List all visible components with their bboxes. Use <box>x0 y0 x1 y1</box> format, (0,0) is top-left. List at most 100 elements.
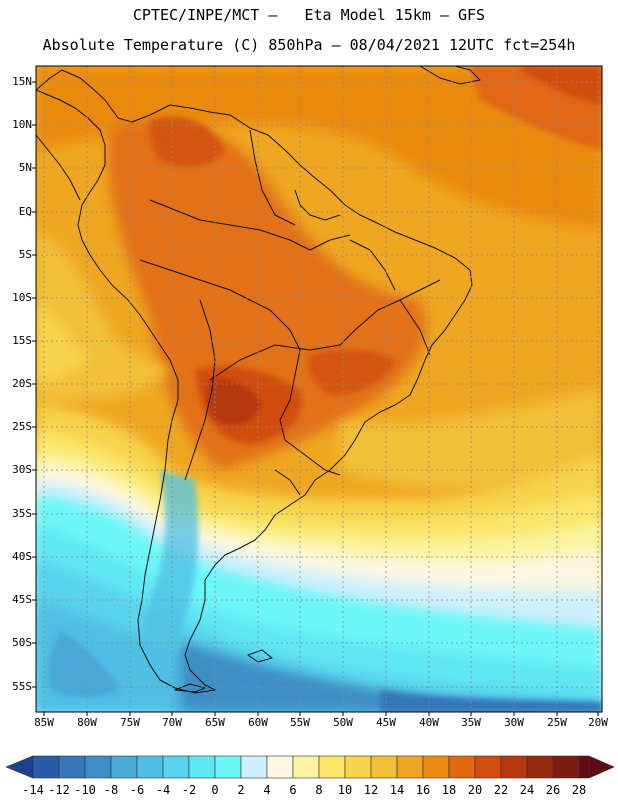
colorbar-high-arrow <box>588 755 615 779</box>
colorbar-segment <box>32 755 60 779</box>
border-c <box>139 259 271 311</box>
border-g <box>294 189 341 221</box>
field-18-north <box>36 66 602 230</box>
colorbar-label: 2 <box>237 783 245 797</box>
border-j <box>284 439 341 476</box>
colorbar-segment <box>214 755 242 779</box>
colorbar-segment <box>240 755 268 779</box>
caribbean-islands <box>419 66 481 85</box>
field-22-venezuela <box>149 116 225 167</box>
field-m2-south <box>36 600 602 712</box>
lat-label: 55S <box>12 680 32 693</box>
uruguay-border <box>274 469 301 496</box>
central-america <box>36 134 81 201</box>
lon-label: 65W <box>205 716 225 729</box>
lon-label: 30W <box>504 716 524 729</box>
colorbar-label: -14 <box>22 783 44 797</box>
field-m8-south <box>380 690 602 712</box>
colorbar-segment <box>578 755 590 779</box>
falklands <box>247 649 273 663</box>
colorbar-label: -10 <box>74 783 96 797</box>
border-h <box>349 239 396 291</box>
tierra-del-fuego <box>174 683 206 693</box>
map-frame <box>35 65 603 713</box>
colorbar-segment <box>318 755 346 779</box>
border-i <box>399 299 431 356</box>
colorbar-label: 28 <box>571 783 587 797</box>
field-14-pacific <box>36 300 90 385</box>
lon-label: 35W <box>461 716 481 729</box>
colorbar <box>5 755 615 779</box>
colorbar-segment <box>500 755 528 779</box>
field-m4-pacific <box>48 630 120 698</box>
lon-label: 55W <box>290 716 310 729</box>
lon-label: 60W <box>248 716 268 729</box>
border-a <box>209 279 441 381</box>
colorbar-segment <box>136 755 164 779</box>
colorbar-segment <box>58 755 86 779</box>
border-b <box>149 199 351 251</box>
colorbar-label: 8 <box>315 783 323 797</box>
colorbar-label: 18 <box>441 783 457 797</box>
colorbar-label: 26 <box>545 783 561 797</box>
lat-label: 20S <box>12 377 32 390</box>
colorbar-label: 24 <box>519 783 535 797</box>
lat-label: 5N <box>18 161 32 174</box>
lon-label: 75W <box>120 716 140 729</box>
lon-label: 85W <box>34 716 54 729</box>
temperature-field <box>36 66 602 712</box>
lat-label: 40S <box>12 550 32 563</box>
lat-label: EQ <box>18 205 32 218</box>
colorbar-segment <box>448 755 476 779</box>
colorbar-segment <box>526 755 554 779</box>
colorbar-label: 20 <box>467 783 483 797</box>
colorbar-label: 14 <box>389 783 405 797</box>
field-24-chaco <box>206 379 262 425</box>
lat-label: 10N <box>12 118 32 131</box>
colorbar-label: 6 <box>289 783 297 797</box>
south-america-coast <box>36 69 473 694</box>
colorbar-label: 0 <box>211 783 219 797</box>
lon-label: 20W <box>588 716 608 729</box>
lat-label: 10S <box>12 291 32 304</box>
border-f <box>249 129 296 226</box>
lat-label: 15N <box>12 75 32 88</box>
colorbar-segment <box>162 755 190 779</box>
graticule <box>36 66 602 712</box>
lat-label: 15S <box>12 334 32 347</box>
lon-label: 50W <box>333 716 353 729</box>
field-22-northeast <box>520 66 602 105</box>
colorbar-label: -4 <box>155 783 171 797</box>
colorbar-segment <box>344 755 372 779</box>
field-andes-cool <box>140 470 199 690</box>
colorbar-segment <box>396 755 424 779</box>
lat-label: 5S <box>18 248 32 261</box>
colorbar-segment <box>84 755 112 779</box>
colorbar-label: 12 <box>363 783 379 797</box>
colorbar-segment <box>110 755 138 779</box>
colorbar-label: -12 <box>48 783 70 797</box>
lon-label: 80W <box>77 716 97 729</box>
colorbar-segment <box>266 755 294 779</box>
lon-label: 40W <box>419 716 439 729</box>
field-22-brazil <box>308 349 395 395</box>
lon-label: 25W <box>547 716 567 729</box>
colorbar-low-arrow <box>5 755 34 779</box>
border-d <box>184 299 216 481</box>
lat-label: 50S <box>12 636 32 649</box>
border-e <box>269 309 301 441</box>
colorbar-segment <box>370 755 398 779</box>
colorbar-segment <box>188 755 216 779</box>
field-m6-south <box>180 640 602 712</box>
lat-label: 25S <box>12 420 32 433</box>
colorbar-label: -6 <box>129 783 145 797</box>
lat-label: 30S <box>12 463 32 476</box>
colorbar-label: -2 <box>181 783 197 797</box>
colorbar-segment <box>474 755 502 779</box>
colorbar-segment <box>422 755 450 779</box>
field-16-atlantic <box>340 390 602 490</box>
colorbar-label: 10 <box>337 783 353 797</box>
continent-outline <box>36 66 481 694</box>
colorbar-label: -8 <box>103 783 119 797</box>
